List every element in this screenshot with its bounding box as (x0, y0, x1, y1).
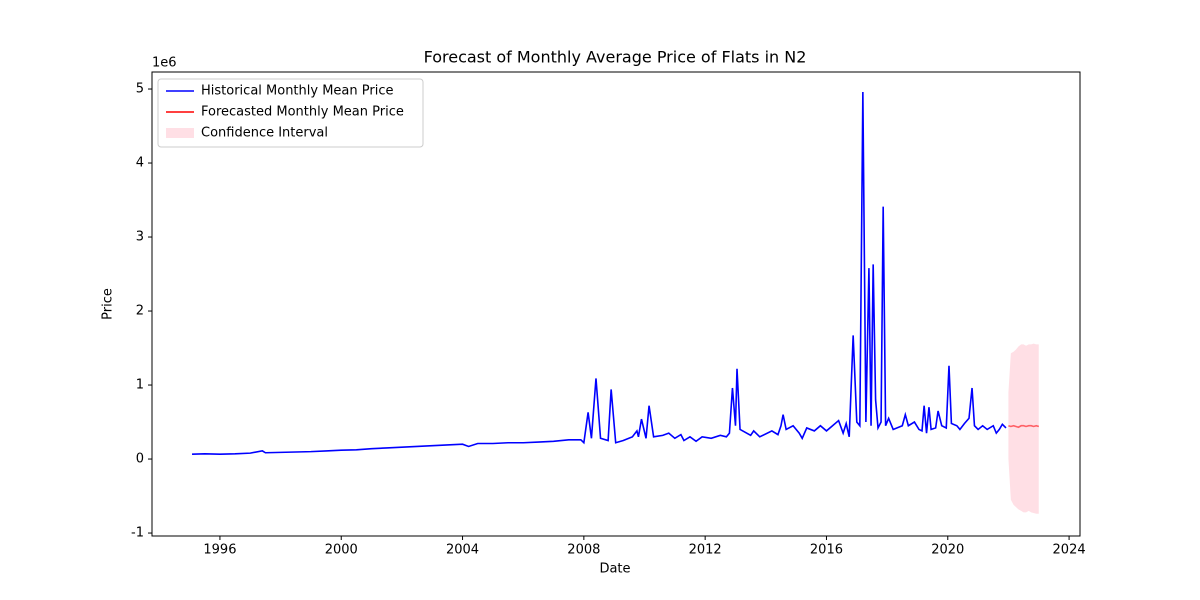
y-tick-label: 2 (136, 304, 144, 319)
x-axis-label: Date (599, 562, 630, 577)
y-tick-label: 1 (136, 378, 144, 393)
y-tick-label: 3 (136, 230, 144, 245)
x-tick-label: 2000 (325, 543, 358, 558)
x-tick-label: 2016 (810, 543, 843, 558)
y-tick-label: 0 (136, 452, 144, 467)
x-tick-label: 1996 (203, 543, 236, 558)
legend: Historical Monthly Mean Price Forecasted … (157, 78, 424, 148)
confidence-band (1008, 343, 1039, 514)
x-tick-label: 2004 (446, 543, 479, 558)
y-tick-label: 4 (136, 156, 144, 171)
chart-title: Forecast of Monthly Average Price of Fla… (424, 48, 807, 67)
x-tick-label: 2008 (567, 543, 600, 558)
y-offset-label: 1e6 (152, 56, 177, 71)
x-tick-label: 2012 (689, 543, 722, 558)
x-tick-label: 2020 (931, 543, 964, 558)
y-tick-label: -1 (131, 526, 144, 541)
x-tick-label: 2024 (1053, 543, 1086, 558)
legend-label: Confidence Interval (201, 126, 328, 141)
legend-label: Forecasted Monthly Mean Price (201, 105, 404, 120)
series-line (192, 91, 1007, 456)
legend-swatch (166, 128, 194, 138)
y-tick-label: 5 (136, 82, 144, 97)
y-axis-label: Price (101, 288, 116, 320)
legend-box (157, 78, 424, 148)
plot-frame (151, 71, 1081, 537)
legend-label: Historical Monthly Mean Price (201, 84, 393, 99)
